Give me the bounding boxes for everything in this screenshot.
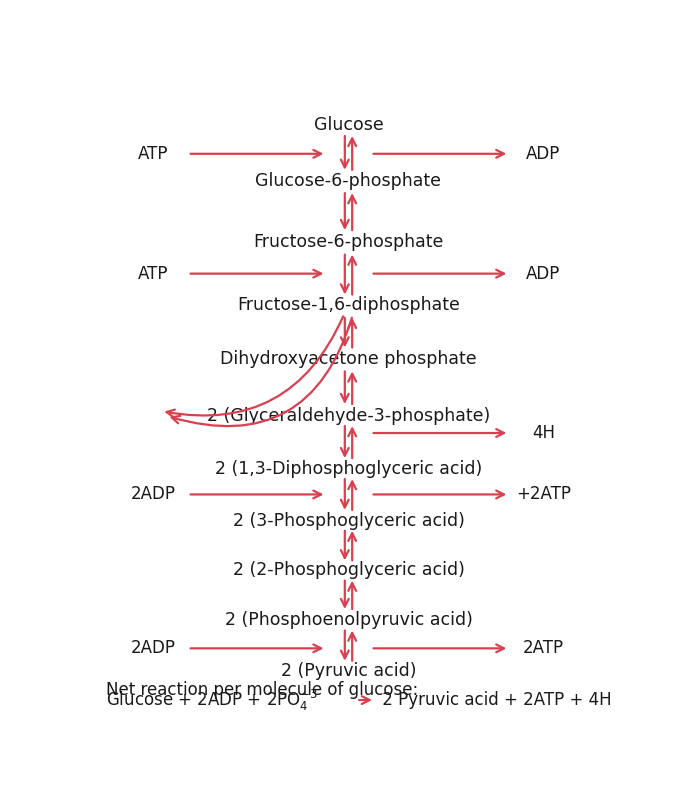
Text: 2ATP: 2ATP [523,639,564,657]
Text: Dihydroxyacetone phosphate: Dihydroxyacetone phosphate [220,351,477,368]
Text: 2 (Phosphoenolpyruvic acid): 2 (Phosphoenolpyruvic acid) [224,611,473,629]
Text: 2 Pyruvic acid + 2ATP + 4H: 2 Pyruvic acid + 2ATP + 4H [377,691,612,709]
Text: 2 (Glyceraldehyde-3-phosphate): 2 (Glyceraldehyde-3-phosphate) [207,407,490,425]
Text: ADP: ADP [526,145,561,163]
Text: ATP: ATP [138,265,169,283]
Text: Fructose-1,6-diphosphate: Fructose-1,6-diphosphate [237,296,460,314]
Text: Fructose-6-phosphate: Fructose-6-phosphate [254,233,443,251]
Text: ADP: ADP [526,265,561,283]
Text: +2ATP: +2ATP [516,485,571,503]
Text: Glucose: Glucose [313,116,384,134]
Text: 2ADP: 2ADP [131,639,176,657]
Text: 4H: 4H [532,424,555,442]
Text: Glucose-6-phosphate: Glucose-6-phosphate [256,172,441,190]
Text: 2 (3-Phosphoglyceric acid): 2 (3-Phosphoglyceric acid) [233,512,464,529]
Text: 2 (1,3-Diphosphoglyceric acid): 2 (1,3-Diphosphoglyceric acid) [215,460,482,478]
Text: 2ADP: 2ADP [131,485,176,503]
Text: 2 (2-Phosphoglyceric acid): 2 (2-Phosphoglyceric acid) [233,562,464,580]
Text: Glucose + 2ADP + 2PO$_4^{-3}$: Glucose + 2ADP + 2PO$_4^{-3}$ [106,687,318,713]
Text: 2 (Pyruvic acid): 2 (Pyruvic acid) [281,662,416,680]
Text: ATP: ATP [138,145,169,163]
Text: Net reaction per molecule of glucose:: Net reaction per molecule of glucose: [106,681,418,698]
